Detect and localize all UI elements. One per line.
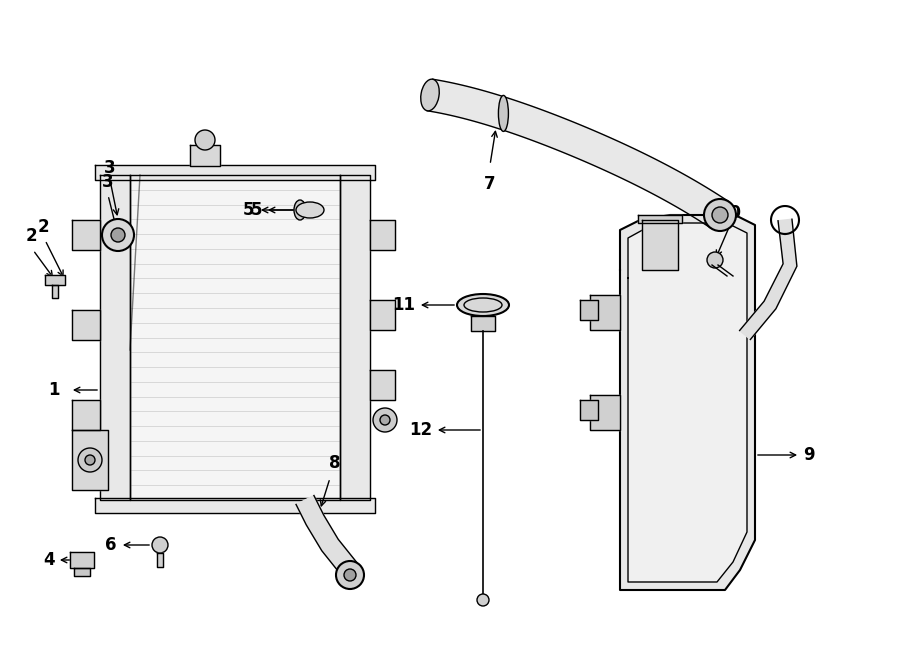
Polygon shape bbox=[72, 400, 100, 430]
Ellipse shape bbox=[457, 294, 509, 316]
Polygon shape bbox=[130, 175, 340, 500]
Text: 8: 8 bbox=[329, 454, 341, 472]
Polygon shape bbox=[95, 165, 375, 180]
Polygon shape bbox=[340, 175, 370, 500]
Text: 3: 3 bbox=[104, 159, 116, 177]
Ellipse shape bbox=[294, 200, 306, 220]
Circle shape bbox=[102, 219, 134, 251]
Text: 6: 6 bbox=[105, 536, 117, 554]
Ellipse shape bbox=[296, 202, 324, 218]
Polygon shape bbox=[74, 568, 90, 576]
Polygon shape bbox=[370, 300, 395, 330]
Polygon shape bbox=[590, 295, 620, 330]
Text: 3: 3 bbox=[103, 173, 113, 191]
Text: 4: 4 bbox=[43, 551, 55, 569]
Polygon shape bbox=[157, 553, 163, 567]
Polygon shape bbox=[95, 498, 375, 513]
Polygon shape bbox=[70, 552, 94, 568]
Polygon shape bbox=[296, 496, 358, 576]
Polygon shape bbox=[45, 275, 65, 285]
Circle shape bbox=[477, 594, 489, 606]
Polygon shape bbox=[72, 310, 100, 340]
Polygon shape bbox=[72, 220, 100, 250]
Text: 7: 7 bbox=[484, 175, 496, 193]
Text: 9: 9 bbox=[803, 446, 815, 464]
Circle shape bbox=[712, 207, 728, 223]
Polygon shape bbox=[740, 219, 796, 340]
Circle shape bbox=[380, 415, 390, 425]
Text: 2: 2 bbox=[25, 227, 37, 245]
Ellipse shape bbox=[420, 79, 439, 111]
Polygon shape bbox=[580, 400, 598, 420]
Text: 10: 10 bbox=[718, 204, 742, 222]
Circle shape bbox=[704, 199, 736, 231]
Polygon shape bbox=[638, 215, 682, 223]
Polygon shape bbox=[580, 300, 598, 320]
Polygon shape bbox=[642, 220, 678, 270]
Circle shape bbox=[344, 569, 356, 581]
Circle shape bbox=[152, 537, 168, 553]
Circle shape bbox=[373, 408, 397, 432]
Circle shape bbox=[111, 228, 125, 242]
Polygon shape bbox=[428, 79, 729, 228]
Text: 1: 1 bbox=[49, 381, 60, 399]
Polygon shape bbox=[72, 430, 108, 490]
Polygon shape bbox=[190, 145, 220, 166]
Circle shape bbox=[707, 252, 723, 268]
Text: 11: 11 bbox=[392, 296, 415, 314]
Text: 5: 5 bbox=[250, 201, 262, 219]
Circle shape bbox=[336, 561, 364, 589]
Ellipse shape bbox=[499, 95, 508, 132]
Circle shape bbox=[195, 130, 215, 150]
Polygon shape bbox=[628, 223, 747, 582]
Circle shape bbox=[85, 455, 95, 465]
Text: 5: 5 bbox=[242, 201, 254, 219]
Polygon shape bbox=[370, 370, 395, 400]
Circle shape bbox=[78, 448, 102, 472]
Text: 12: 12 bbox=[409, 421, 432, 439]
Text: 2: 2 bbox=[37, 218, 49, 236]
Polygon shape bbox=[471, 316, 495, 331]
Polygon shape bbox=[52, 285, 58, 298]
Polygon shape bbox=[370, 220, 395, 250]
Polygon shape bbox=[100, 175, 130, 500]
Polygon shape bbox=[590, 395, 620, 430]
Polygon shape bbox=[620, 215, 755, 590]
